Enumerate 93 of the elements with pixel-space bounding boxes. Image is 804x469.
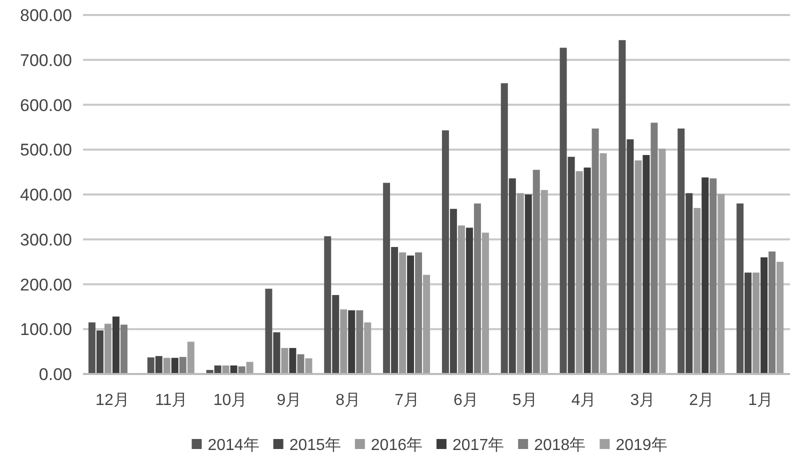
y-tick-label: 400.00 [20, 186, 72, 204]
bar [626, 139, 634, 374]
bar [634, 160, 642, 374]
y-tick-label: 500.00 [20, 140, 72, 160]
bar [642, 155, 650, 374]
bar [324, 236, 332, 374]
bar [332, 295, 340, 374]
y-tick-label: 800.00 [20, 6, 72, 25]
x-tick-label: 4月 [571, 392, 596, 409]
bar [297, 354, 304, 374]
bar [736, 203, 744, 374]
bar [458, 225, 465, 374]
bar [592, 128, 599, 374]
bar [694, 208, 701, 374]
bar [340, 309, 348, 374]
bar [482, 232, 489, 374]
x-tick-label: 6月 [454, 392, 478, 409]
bar [744, 272, 752, 374]
y-tick-label: 300.00 [20, 230, 72, 250]
legend-label: 2018年 [534, 437, 586, 454]
bar [560, 48, 567, 374]
bar [289, 348, 296, 374]
bar [187, 342, 194, 374]
bar [760, 257, 768, 374]
bar [474, 203, 481, 374]
legend-label: 2019年 [616, 437, 668, 454]
legend-label: 2017年 [452, 437, 504, 454]
bar [383, 182, 390, 374]
bar [407, 256, 414, 374]
x-tick-label: 1月 [748, 392, 773, 409]
bar [500, 83, 508, 374]
bar [450, 208, 457, 374]
bar [568, 156, 575, 374]
bar [768, 251, 776, 374]
bar [752, 272, 760, 374]
x-tick-label: 8月 [336, 392, 361, 409]
x-tick-label: 12月 [96, 392, 130, 409]
bar [524, 194, 532, 374]
legend-label: 2014年 [208, 437, 260, 454]
bar [718, 194, 725, 374]
bar [415, 252, 422, 374]
x-tick-label: 7月 [394, 392, 420, 409]
bar [678, 128, 685, 374]
bar [658, 148, 666, 374]
bar [163, 358, 170, 374]
x-tick-label: 2月 [689, 392, 714, 409]
bar [600, 153, 607, 374]
legend-label: 2016年 [370, 437, 422, 454]
bar [399, 252, 406, 374]
bar [88, 322, 96, 374]
bar [508, 178, 516, 374]
bar [576, 171, 583, 374]
y-tick-label: 600.00 [20, 96, 72, 115]
bar [155, 356, 162, 374]
bar [466, 228, 473, 374]
bar [356, 310, 364, 374]
bar [246, 362, 254, 374]
bar [171, 358, 178, 374]
bar [120, 324, 128, 374]
bar [540, 190, 548, 374]
bar [305, 358, 312, 374]
bar [423, 274, 430, 374]
y-tick-label: 200.00 [20, 275, 72, 294]
bar [273, 332, 280, 374]
bar [391, 247, 398, 374]
bar [104, 324, 112, 374]
y-tick-label: 700.00 [20, 50, 72, 70]
bar [96, 330, 104, 374]
bar [364, 322, 372, 374]
bar [442, 130, 449, 374]
bar [516, 193, 524, 374]
bar [710, 178, 717, 374]
bar [265, 288, 272, 374]
bar [686, 193, 693, 374]
bar [532, 170, 540, 374]
bar [179, 356, 186, 374]
y-tick-label: 0.00 [38, 365, 72, 384]
bar [147, 357, 154, 374]
x-tick-label: 3月 [630, 392, 656, 409]
bar [650, 122, 658, 374]
x-tick-label: 5月 [512, 392, 538, 409]
bar [776, 262, 784, 374]
bar [702, 177, 709, 374]
bar [281, 348, 288, 374]
bar [348, 310, 356, 374]
x-tick-label: 11月 [155, 392, 188, 409]
x-tick-label: 9月 [276, 392, 302, 409]
bar [112, 316, 120, 374]
y-tick-label: 100.00 [20, 320, 72, 340]
bar [618, 40, 626, 374]
bar [584, 168, 591, 374]
x-tick-label: 10月 [213, 392, 248, 409]
legend-label: 2015年 [289, 437, 341, 454]
